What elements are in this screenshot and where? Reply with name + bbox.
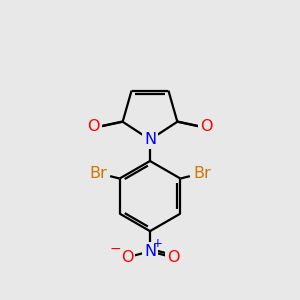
Text: −: − (110, 242, 121, 256)
Text: O: O (200, 119, 213, 134)
Text: +: + (152, 237, 162, 250)
Text: N: N (144, 244, 156, 259)
Text: N: N (144, 132, 156, 147)
Text: O: O (167, 250, 179, 265)
Text: O: O (87, 119, 100, 134)
Text: Br: Br (89, 166, 107, 181)
Text: Br: Br (193, 166, 211, 181)
Text: O: O (121, 250, 134, 265)
